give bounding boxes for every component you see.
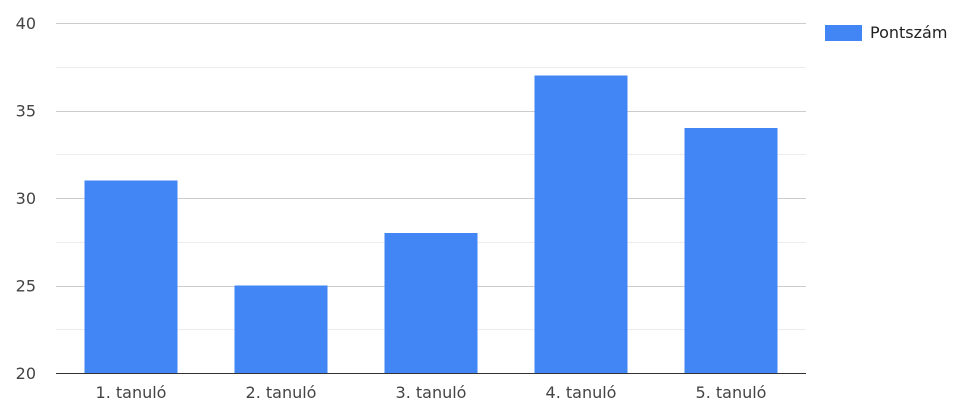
bar xyxy=(84,180,178,373)
y-tick-label: 20 xyxy=(16,364,36,383)
x-axis-tick-labels: 1. tanuló 2. tanuló 3. tanuló 4. tanuló 5. t… xyxy=(96,383,767,401)
legend-swatch xyxy=(825,25,862,41)
legend: Pontszám xyxy=(825,23,947,42)
x-tick-label: 2. tanuló xyxy=(246,383,317,401)
y-tick-label: 40 xyxy=(16,14,36,33)
x-tick-label: 5. tanuló xyxy=(696,383,767,401)
bar xyxy=(234,285,328,373)
y-tick-label: 30 xyxy=(16,189,36,208)
bar xyxy=(684,128,778,373)
legend-label: Pontszám xyxy=(870,23,947,42)
x-tick-label: 4. tanuló xyxy=(546,383,617,401)
x-tick-label: 1. tanuló xyxy=(96,383,167,401)
bar-series xyxy=(84,75,778,373)
bar xyxy=(534,75,628,373)
y-tick-label: 35 xyxy=(16,102,36,121)
y-axis-tick-labels: 20 25 30 35 40 xyxy=(16,14,36,383)
y-tick-label: 25 xyxy=(16,277,36,296)
bar xyxy=(384,233,478,373)
x-tick-label: 3. tanuló xyxy=(396,383,467,401)
